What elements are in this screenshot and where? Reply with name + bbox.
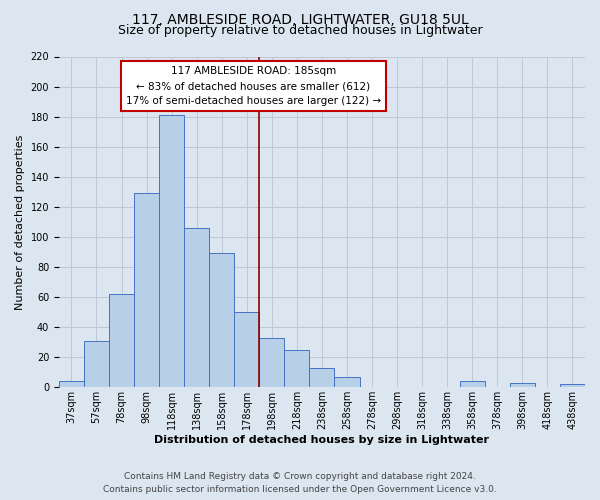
Bar	[460, 382, 485, 388]
Bar	[259, 338, 284, 388]
Bar	[560, 384, 585, 388]
Bar	[84, 340, 109, 388]
Bar	[234, 312, 259, 388]
Bar	[209, 254, 234, 388]
Bar	[109, 294, 134, 388]
Y-axis label: Number of detached properties: Number of detached properties	[15, 134, 25, 310]
Bar	[284, 350, 310, 388]
Bar	[184, 228, 209, 388]
Bar	[134, 194, 159, 388]
X-axis label: Distribution of detached houses by size in Lightwater: Distribution of detached houses by size …	[154, 435, 490, 445]
Text: 117, AMBLESIDE ROAD, LIGHTWATER, GU18 5UL: 117, AMBLESIDE ROAD, LIGHTWATER, GU18 5U…	[131, 12, 469, 26]
Bar	[510, 383, 535, 388]
Text: Size of property relative to detached houses in Lightwater: Size of property relative to detached ho…	[118, 24, 482, 37]
Bar	[334, 377, 359, 388]
Bar	[310, 368, 334, 388]
Bar	[159, 115, 184, 388]
Text: 117 AMBLESIDE ROAD: 185sqm
← 83% of detached houses are smaller (612)
17% of sem: 117 AMBLESIDE ROAD: 185sqm ← 83% of deta…	[126, 66, 381, 106]
Text: Contains HM Land Registry data © Crown copyright and database right 2024.
Contai: Contains HM Land Registry data © Crown c…	[103, 472, 497, 494]
Bar	[59, 382, 84, 388]
